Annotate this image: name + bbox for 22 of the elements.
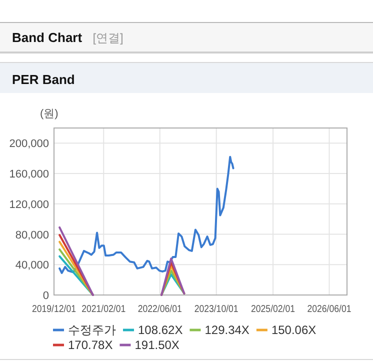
legend-label: 170.78X [68, 338, 113, 352]
x-tick-label: 2026/06/01 [307, 304, 358, 315]
y-tick-label: 0 [42, 290, 49, 302]
legend-label: 150.06X [271, 323, 316, 337]
legend-label: 108.62X [138, 323, 183, 337]
x-tick-label: 2019/12/01 [32, 304, 82, 315]
ylabel: (원) [40, 108, 58, 120]
annotation: [연결] [92, 31, 124, 45]
x-tick-label: 2022/06/01 [138, 304, 188, 315]
x-tick-label: 2021/02/01 [82, 304, 132, 315]
legend-label: 129.34X [204, 323, 250, 337]
y-tick-label: 120,000 [9, 198, 49, 211]
title: Band Chart [12, 30, 82, 45]
y-tick-label: 80,000 [15, 229, 49, 242]
y-tick-label: 200,000 [9, 138, 49, 150]
y-tick-label: 40,000 [15, 260, 49, 272]
x-tick-label: 2025/02/01 [251, 304, 302, 315]
legend-label: 수정주가 [68, 323, 116, 337]
y-tick-label: 160,000 [9, 168, 49, 181]
x-tick-label: 2023/10/01 [194, 304, 244, 315]
subtitle: PER Band [12, 72, 75, 87]
legend-label: 191.50X [134, 338, 180, 352]
